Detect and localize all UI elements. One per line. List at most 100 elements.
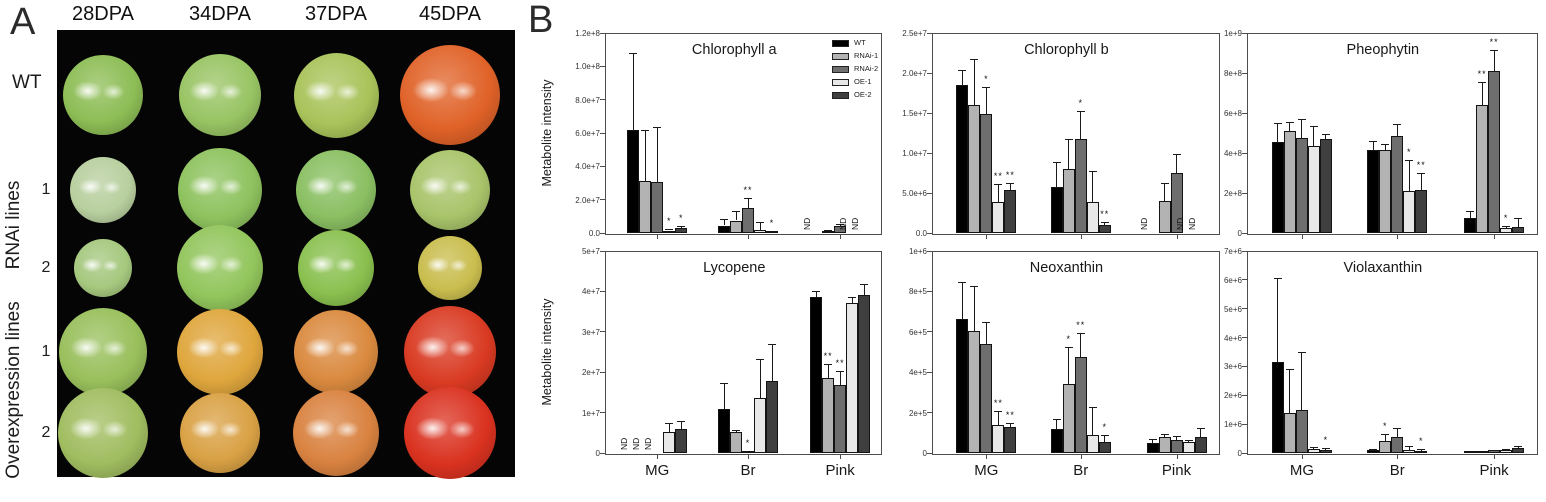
bar-wt-pink: [1464, 451, 1477, 454]
bar-rnai-1-mg: [639, 181, 652, 233]
error-bar-stem: [839, 370, 841, 386]
bar-wt-pink: [1464, 218, 1477, 233]
bar-rnai-2-pink: [1170, 173, 1183, 233]
error-bar-stem: [1056, 418, 1058, 429]
error-bar-stem: [747, 198, 749, 208]
error-bar-stem: [1384, 144, 1386, 150]
y-axis-tick: [1242, 279, 1247, 281]
bar-rnai-1-pink: [1158, 436, 1171, 453]
bar-rnai-2-br: [1391, 437, 1404, 453]
y-axis-tick-label: 6e+8: [1223, 109, 1242, 118]
error-bar-cap: [1381, 144, 1390, 145]
error-bar-cap: [1076, 332, 1085, 334]
bar-wt-mg: [956, 318, 969, 453]
y-axis-tick-label: 4.0e+7: [575, 162, 600, 172]
error-bar-cap: [994, 184, 1003, 186]
error-bar-stem: [1372, 141, 1374, 150]
bar-rnai-2-mg: [651, 182, 664, 233]
error-bar-cap: [1417, 449, 1426, 451]
significance-mark: **: [993, 171, 1003, 182]
bar-rnai-1-mg: [968, 330, 981, 453]
row-number: 2: [41, 424, 51, 441]
y-axis-tick: [600, 290, 605, 292]
row-label-wt: WT: [12, 72, 42, 93]
x-category-label-mg: MG: [1289, 462, 1314, 479]
bar-oe-1-br: [1403, 191, 1416, 233]
error-bar-stem: [1301, 352, 1303, 410]
group-label-overexpression-lines: Overexpression lines: [3, 301, 24, 479]
error-bar-cap: [1273, 123, 1282, 124]
bar-wt-br: [718, 225, 730, 233]
bar-oe-2-pink: [1512, 227, 1525, 233]
error-bar-stem: [997, 410, 999, 425]
bar-rnai-2-pink: [834, 385, 847, 453]
panel-b: B: [528, 0, 1546, 502]
y-axis-tick: [600, 371, 605, 373]
y-axis-tick-label: 2e+8: [1223, 189, 1242, 198]
x-axis-tick: [1176, 454, 1178, 459]
error-bar-cap: [1381, 434, 1390, 436]
y-axis-tick-label: 2e+7: [581, 368, 600, 378]
bar-rnai-1-br: [1062, 384, 1075, 453]
error-bar-stem: [1104, 221, 1106, 225]
bar-oe-1-mg: [1307, 449, 1320, 453]
error-bar-cap: [1160, 433, 1169, 435]
y-axis-tick-label: 1.2e+8: [575, 29, 600, 38]
x-axis-tick: [840, 234, 842, 239]
error-bar-stem: [1481, 82, 1483, 105]
error-bar-cap: [1490, 449, 1499, 451]
bar-rnai-1-br: [1379, 150, 1392, 233]
error-bar-cap: [1297, 352, 1306, 353]
chart-title-chlorophyll-b: Chlorophyll b: [1024, 42, 1109, 58]
tomato-image: [58, 388, 148, 478]
bar-rnai-2-mg: [980, 113, 993, 233]
error-bar-stem: [1313, 126, 1315, 146]
bar-oe-2-br: [1098, 441, 1111, 453]
y-axis-tick-label: 4e+6: [1223, 333, 1242, 343]
significance-mark: *: [1383, 421, 1388, 432]
y-axis-tick-label: 1.5e+7: [902, 109, 927, 118]
bar-rnai-2-pink: [1488, 71, 1501, 233]
significance-mark: *: [1066, 333, 1071, 344]
error-bar-cap: [1405, 160, 1414, 161]
bar-rnai-2-pink: [834, 226, 847, 233]
error-bar-stem: [973, 58, 975, 105]
y-axis-tick: [927, 72, 932, 74]
error-bar-cap: [1148, 438, 1157, 440]
error-bar-stem: [632, 53, 634, 130]
x-axis-tick: [1301, 234, 1303, 239]
error-bar-cap: [1466, 211, 1475, 212]
nd-label-oe-2-pink: ND: [850, 217, 861, 230]
y-axis-tick: [600, 250, 605, 252]
error-bar-stem: [1396, 124, 1398, 136]
x-axis-tick: [1494, 454, 1496, 459]
error-bar-stem: [863, 284, 865, 295]
error-bar-cap: [1064, 138, 1073, 140]
bar-oe-1-pink: [1500, 449, 1513, 453]
bar-wt-mg: [1271, 362, 1284, 453]
row-number: 1: [41, 343, 51, 360]
tomato-image: [177, 225, 263, 311]
bar-oe-2-br: [1415, 450, 1428, 453]
x-category-label-br: Br: [1389, 462, 1405, 479]
y-axis-tick: [1242, 112, 1247, 114]
y-axis-tick-label: 1e+6: [1223, 420, 1242, 430]
error-bar-cap: [970, 286, 979, 288]
error-bar-stem: [656, 127, 658, 183]
y-axis-tick-label: 1e+6: [908, 247, 927, 256]
y-axis-tick: [927, 232, 932, 234]
error-bar-stem: [997, 184, 999, 202]
error-bar-cap: [1006, 183, 1015, 185]
y-axis-tick: [927, 331, 932, 333]
error-bar-cap: [824, 363, 833, 365]
significance-mark: **: [1076, 319, 1086, 330]
x-axis-tick: [1397, 234, 1399, 239]
bar-oe-1-mg: [992, 424, 1005, 453]
error-bar-stem: [1384, 434, 1386, 441]
y-axis-tick: [600, 199, 605, 201]
error-bar-stem: [1200, 427, 1202, 437]
tomato-image: [404, 306, 496, 398]
x-axis-tick: [986, 234, 988, 239]
error-bar-stem: [680, 226, 682, 229]
error-bar-stem: [1104, 434, 1106, 442]
